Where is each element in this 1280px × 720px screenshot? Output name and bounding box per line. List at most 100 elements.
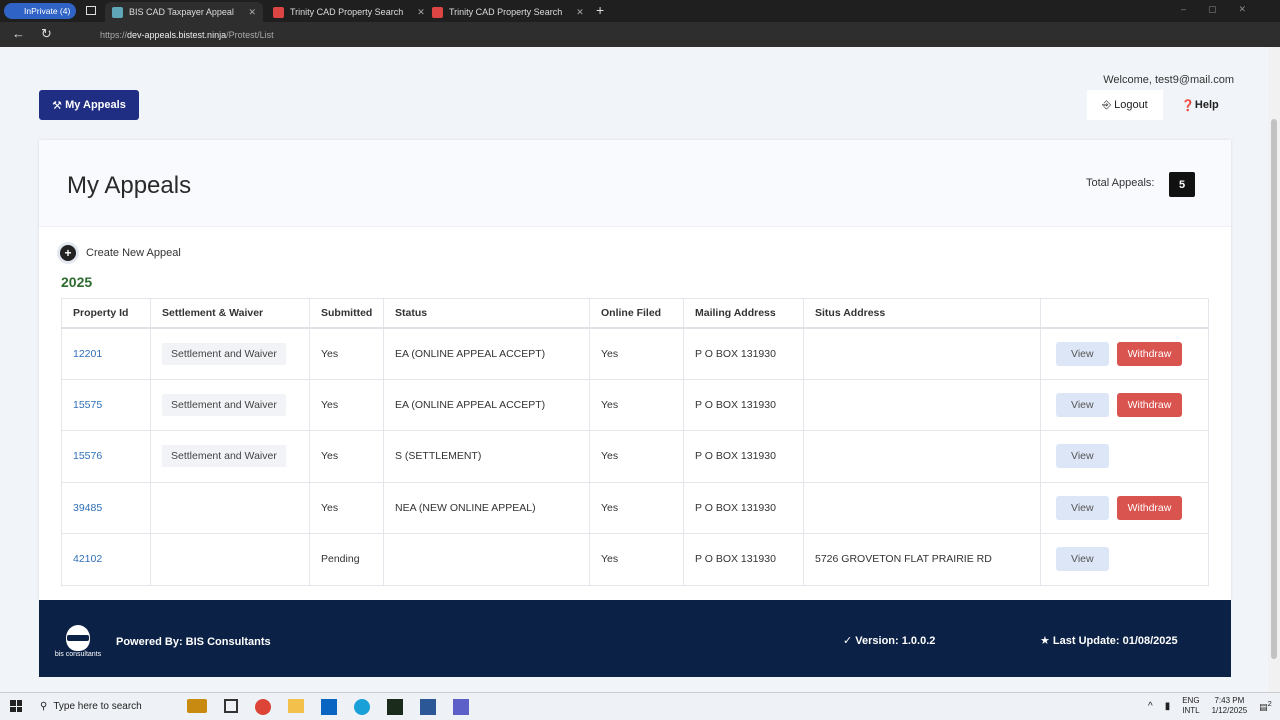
cell-online-filed: Yes (589, 533, 684, 586)
cell-situs-address (803, 430, 1041, 483)
withdraw-button[interactable]: Withdraw (1116, 392, 1183, 417)
cell-situs-address (803, 378, 1041, 431)
property-id-link[interactable]: 15575 (73, 398, 103, 411)
appeals-card: My Appeals Total Appeals: 5 + Create New… (39, 140, 1231, 600)
cell-status: S (SETTLEMENT) (383, 430, 590, 483)
tab-trinity-1[interactable]: Trinity CAD Property Search ✕ (266, 2, 425, 22)
clock[interactable]: 7:43 PM 1/12/2025 (1212, 696, 1248, 716)
cell-property-id: 15576 (61, 430, 151, 483)
table-header: Property Id Settlement & Waiver Submitted S… (61, 298, 1209, 329)
browser-tab-strip: InPrivate (4) BIS CAD Taxpayer Appeal ✕ T… (0, 0, 1280, 22)
cell-status: NEA (NEW ONLINE APPEAL) (383, 481, 590, 534)
view-button[interactable]: View (1056, 392, 1109, 417)
tray[interactable]: ^ ▮ ENG INTL 7:43 PM 1/12/2025 ▤2 (1148, 696, 1272, 716)
column-header: Status (383, 298, 590, 329)
cell-online-filed: Yes (589, 327, 684, 380)
new-tab-icon[interactable]: + (596, 2, 605, 18)
notification-count: 2 (1267, 699, 1272, 708)
url-domain: dev-appeals.bistest.ninja (127, 29, 227, 40)
cell-actions: View (1040, 430, 1209, 483)
notifications-icon[interactable]: ▤2 (1259, 699, 1272, 712)
briefcase-icon[interactable] (187, 699, 207, 713)
welcome-text: Welcome, test9@mail.com (1103, 74, 1234, 86)
cell-situs-address (803, 327, 1041, 380)
view-button[interactable]: View (1056, 495, 1109, 520)
table-row: 12201 Settlement and Waiver Yes EA (ONLI… (61, 327, 1209, 380)
column-header: Property Id (61, 298, 151, 329)
table-row: 42102 Pending Yes P O BOX 131930 5726 GR… (61, 533, 1209, 586)
start-icon[interactable] (10, 700, 22, 712)
version-text: Version: 1.0.0.2 (855, 635, 936, 647)
cell-settlement (150, 481, 310, 534)
chevron-up-icon[interactable]: ^ (1148, 700, 1153, 712)
profile-label: InPrivate (4) (24, 6, 71, 16)
table-row: 15575 Settlement and Waiver Yes EA (ONLI… (61, 378, 1209, 431)
cell-submitted: Pending (309, 533, 384, 586)
bis-logo: bis consultants (53, 625, 103, 667)
language[interactable]: ENG INTL (1182, 696, 1199, 716)
cell-property-id: 39485 (61, 481, 151, 534)
url-field[interactable]: https://dev-appeals.bistest.ninja/Protes… (72, 25, 1122, 44)
refresh-icon[interactable]: ↻ (41, 26, 52, 41)
view-button[interactable]: View (1056, 341, 1109, 366)
cell-mailing-address: P O BOX 131930 (683, 533, 804, 586)
chrome-icon[interactable] (255, 699, 271, 715)
cell-mailing-address: P O BOX 131930 (683, 378, 804, 431)
taskbar-apps[interactable] (187, 699, 469, 715)
withdraw-button[interactable]: Withdraw (1116, 341, 1183, 366)
address-bar-row: ← ↻ https://dev-appeals.bistest.ninja/Pr… (0, 22, 1280, 47)
teams-icon[interactable] (453, 699, 469, 715)
cell-actions: View Withdraw (1040, 327, 1209, 380)
last-update-text: Last Update: 01/08/2025 (1052, 635, 1178, 647)
cell-settlement: Settlement and Waiver (150, 327, 310, 380)
task-view-icon[interactable] (224, 699, 238, 713)
settlement-badge: Settlement and Waiver (162, 393, 286, 416)
table-row: 15576 Settlement and Waiver Yes S (SETTL… (61, 430, 1209, 483)
cell-situs-address (803, 481, 1041, 534)
property-id-link[interactable]: 12201 (73, 347, 103, 360)
tab-bis-cad[interactable]: BIS CAD Taxpayer Appeal ✕ (105, 2, 263, 22)
file-explorer-icon[interactable] (288, 699, 304, 713)
close-tab-icon[interactable]: ✕ (576, 6, 584, 17)
cell-property-id: 15575 (61, 378, 151, 431)
tab-trinity-2[interactable]: Trinity CAD Property Search ✕ (425, 2, 587, 22)
cell-actions: View Withdraw (1040, 378, 1209, 431)
cell-status: EA (ONLINE APPEAL ACCEPT) (383, 378, 590, 431)
terminal-icon[interactable] (387, 699, 403, 715)
cell-submitted: Yes (309, 481, 384, 534)
microphone-icon[interactable]: ▮ (1164, 700, 1171, 712)
logout-button[interactable]: ⎆ Logout (1087, 90, 1163, 120)
window-controls[interactable]: –▢✕ (1180, 4, 1268, 14)
tab-actions-icon[interactable] (86, 6, 96, 15)
cell-online-filed: Yes (589, 378, 684, 431)
outlook-icon[interactable] (321, 699, 337, 715)
my-appeals-button[interactable]: ⚒ My Appeals (39, 90, 139, 120)
create-new-appeal-button[interactable]: + Create New Appeal (60, 245, 181, 261)
tab-title: BIS CAD Taxpayer Appeal (129, 7, 234, 17)
back-icon[interactable]: ← (12, 26, 25, 41)
view-button[interactable]: View (1056, 444, 1109, 469)
property-id-link[interactable]: 39485 (73, 501, 103, 514)
help-button[interactable]: ❓ Help (1181, 99, 1219, 112)
column-header: Mailing Address (683, 298, 804, 329)
card-header: My Appeals Total Appeals: 5 (39, 140, 1231, 227)
taskbar-search[interactable]: ⚲ Type here to search (32, 693, 177, 720)
time: 7:43 PM (1214, 696, 1245, 705)
lang1: ENG (1182, 696, 1200, 705)
withdraw-button[interactable]: Withdraw (1116, 495, 1183, 520)
view-button[interactable]: View (1056, 547, 1109, 572)
tab-title: Trinity CAD Property Search (449, 7, 563, 17)
column-header: Online Filed (589, 298, 684, 329)
edge-icon[interactable] (354, 699, 370, 715)
word-icon[interactable] (420, 699, 436, 715)
close-tab-icon[interactable]: ✕ (417, 6, 425, 17)
property-id-link[interactable]: 15576 (73, 450, 103, 463)
property-id-link[interactable]: 42102 (73, 553, 103, 566)
profile-button[interactable]: InPrivate (4) (4, 3, 77, 19)
column-header: Situs Address (803, 298, 1041, 329)
cell-actions: View Withdraw (1040, 481, 1209, 534)
scrollbar[interactable] (1268, 47, 1280, 692)
powered-by: Powered By: BIS Consultants (116, 636, 271, 648)
close-tab-icon[interactable]: ✕ (248, 6, 256, 17)
date: 1/12/2025 (1211, 706, 1248, 715)
